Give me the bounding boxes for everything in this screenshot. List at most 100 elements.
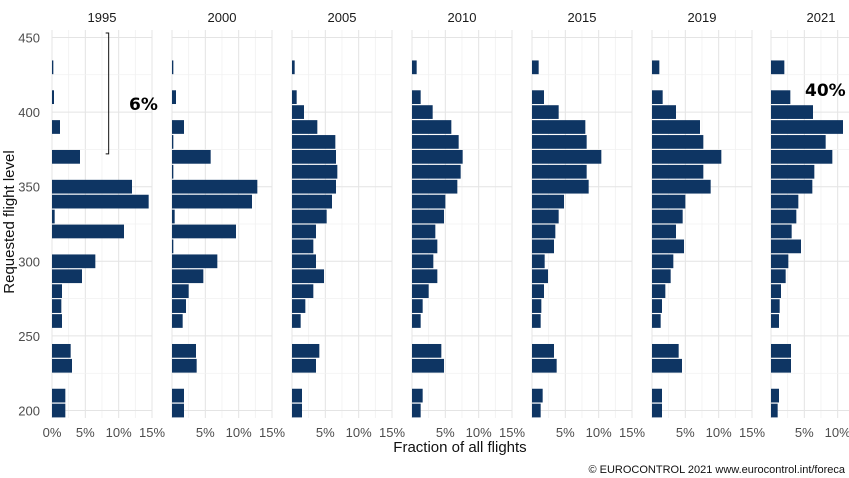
x-tick-label: 5% [436, 425, 455, 440]
bar-2015-fl300 [532, 254, 545, 269]
bar-1995-fl330 [52, 209, 55, 224]
bar-2015-fl320 [532, 224, 556, 239]
bar-2010-fl270 [412, 299, 423, 313]
bar-2019-fl210 [652, 388, 662, 403]
panel-2015: 2015 5% 10% 15% [531, 10, 645, 440]
bar-2000-fl410 [172, 90, 176, 105]
y-tick-label-350: 350 [18, 180, 40, 195]
bar-2015-fl370 [532, 149, 602, 164]
bar-2000-fl200 [172, 403, 184, 418]
bar-2010-fl300 [412, 254, 434, 269]
bar-1995-fl290 [52, 269, 82, 284]
bar-2015-fl270 [532, 299, 542, 313]
bar-2005-fl330 [292, 209, 327, 224]
bar-2021-fl200 [771, 403, 778, 418]
bar-2010-fl370 [412, 149, 463, 164]
bar-2015-fl410 [532, 90, 544, 105]
bar-2000-fl330 [172, 209, 175, 224]
bar-1995-fl300 [52, 254, 96, 269]
bar-2010-fl280 [412, 284, 429, 299]
bar-2005-fl290 [292, 269, 324, 284]
bar-2005-fl200 [292, 403, 302, 418]
bar-2000-fl320 [172, 224, 236, 239]
bar-2019-fl330 [652, 209, 683, 224]
x-tick-label: 5% [316, 425, 335, 440]
bar-2010-fl320 [412, 224, 436, 239]
bar-2010-fl430 [412, 60, 417, 75]
bar-2010-fl410 [412, 90, 421, 105]
bar-2019-fl370 [652, 149, 722, 164]
x-tick-label: 0% [43, 425, 62, 440]
panel-title: 2019 [688, 10, 717, 25]
bar-2021-fl360 [771, 164, 815, 179]
x-tick-label: 10% [226, 425, 252, 440]
y-tick-label-200: 200 [18, 404, 40, 419]
bar-2010-fl230 [412, 358, 444, 373]
bar-2021-fl390 [771, 120, 843, 134]
bar-2019-fl380 [652, 135, 704, 149]
bar-1995-fl350 [52, 179, 132, 194]
bar-2019-fl430 [652, 60, 660, 75]
bar-2000-fl270 [172, 299, 186, 313]
bar-2010-fl310 [412, 239, 438, 254]
bar-2015-fl390 [532, 120, 586, 134]
x-tick-label: 10% [706, 425, 732, 440]
bar-2005-fl360 [292, 164, 338, 179]
panel-2010: 2010 5% 10% 15% [411, 10, 525, 440]
bar-2015-fl210 [532, 388, 543, 403]
bar-2015-fl340 [532, 194, 564, 209]
panel-title: 2015 [568, 10, 597, 25]
bar-2010-fl210 [412, 388, 423, 403]
bar-2015-fl240 [532, 343, 554, 358]
bar-2005-fl240 [292, 343, 320, 358]
bar-2019-fl260 [652, 314, 661, 328]
bar-2000-fl300 [172, 254, 218, 269]
x-tick-label: 10% [346, 425, 372, 440]
bar-2021-fl430 [771, 60, 785, 75]
x-tick-label: 10% [106, 425, 132, 440]
bar-2010-fl200 [412, 403, 421, 418]
bar-2005-fl210 [292, 388, 302, 403]
bar-2021-fl330 [771, 209, 797, 224]
bar-2019-fl280 [652, 284, 666, 299]
bar-2010-fl330 [412, 209, 444, 224]
annotation-2021: 40% [805, 81, 846, 101]
x-tick-label: 5% [76, 425, 95, 440]
bar-2000-fl340 [172, 194, 252, 209]
x-tick-label: 15% [739, 425, 765, 440]
bar-1995-fl200 [52, 403, 66, 418]
y-tick-label-250: 250 [18, 329, 40, 344]
bar-2021-fl320 [771, 224, 792, 239]
bar-2019-fl410 [652, 90, 663, 105]
bar-2015-fl400 [532, 105, 559, 119]
bar-2005-fl310 [292, 239, 314, 254]
bar-2005-fl380 [292, 135, 336, 149]
bar-2021-fl290 [771, 269, 786, 284]
bar-2019-fl400 [652, 105, 676, 119]
bar-2015-fl430 [532, 60, 539, 75]
bar-1995-fl210 [52, 388, 66, 403]
bar-2005-fl280 [292, 284, 314, 299]
x-tick-label: 5% [556, 425, 575, 440]
x-tick-label: 10% [825, 425, 849, 440]
bar-2000-fl260 [172, 314, 183, 328]
bar-2021-fl210 [771, 388, 779, 403]
panel-1995: 1995 0% 5% 10% 15% 6% [43, 10, 166, 440]
panel-title: 2010 [448, 10, 477, 25]
bar-2019-fl290 [652, 269, 671, 284]
bar-2010-fl260 [412, 314, 421, 328]
x-axis-label: Fraction of all flights [393, 439, 526, 456]
y-tick-label-300: 300 [18, 254, 40, 269]
panel-2005: 2005 5% 10% 15% [291, 10, 405, 440]
bar-2015-fl280 [532, 284, 544, 299]
bar-2021-fl260 [771, 314, 779, 328]
bar-2010-fl240 [412, 343, 442, 358]
x-tick-label: 15% [259, 425, 285, 440]
bar-2010-fl290 [412, 269, 438, 284]
bar-2010-fl380 [412, 135, 459, 149]
bar-2010-fl350 [412, 179, 458, 194]
bar-2019-fl230 [652, 358, 682, 373]
bar-2000-fl360 [172, 164, 174, 179]
bar-2021-fl270 [771, 299, 780, 313]
bar-2015-fl200 [532, 403, 541, 418]
